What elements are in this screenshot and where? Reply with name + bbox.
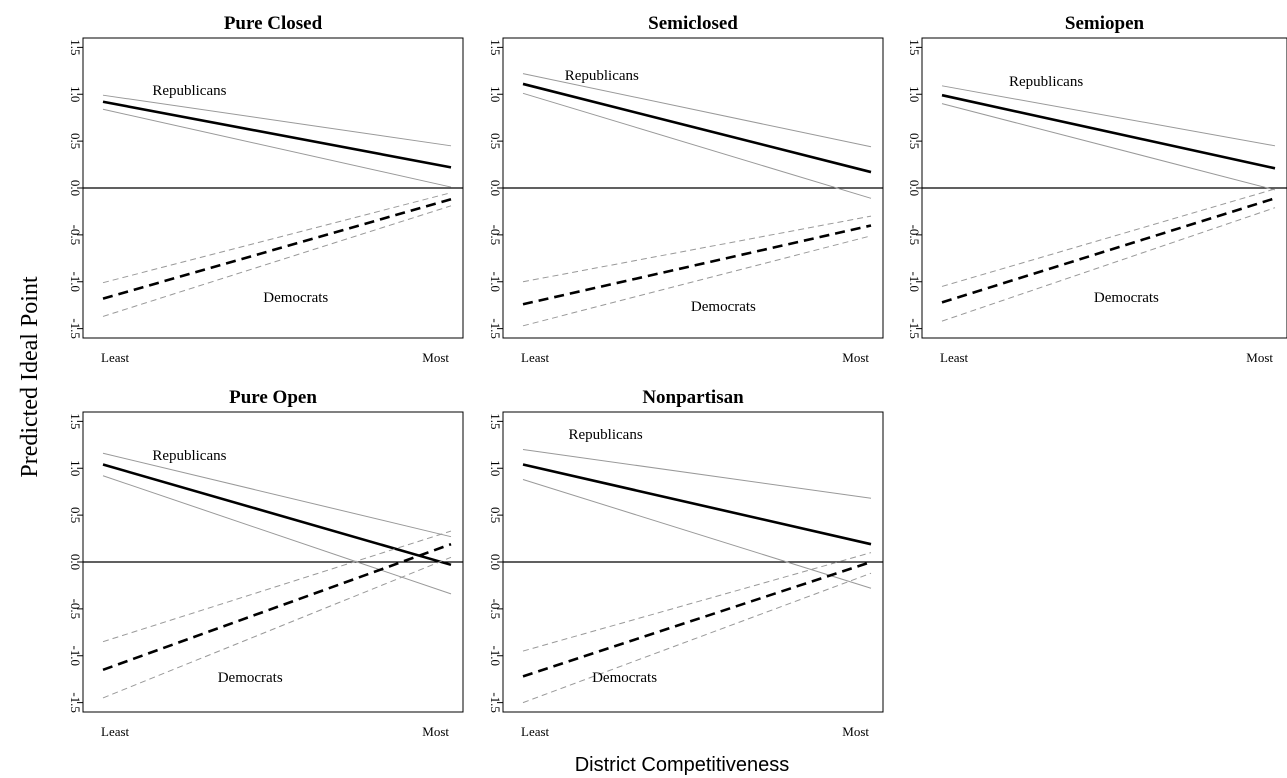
ci-upper-line-republicans [102,452,452,538]
y-tick-label: 1.5 [68,413,83,429]
ci-upper-line-democrats [102,530,452,643]
ci-lower-line-democrats [522,572,872,704]
panel-title: Nonpartisan [642,387,744,408]
y-tick-label: 0.0 [68,180,83,196]
y-tick-label: 1.0 [907,86,922,102]
y-tick-label: -0.5 [488,599,503,620]
ci-upper-line-democrats [522,215,872,283]
series-label-republicans: Republicans [1009,74,1083,90]
x-tick-label: Most [842,350,869,365]
estimate-line-republicans [102,463,452,567]
y-tick-label: 0.5 [488,507,503,523]
series-label-democrats: Democrats [263,290,328,306]
panel-title: Pure Open [229,387,317,408]
panel-nonpartisan: Nonpartisan -1.5 -1.0 -0.5 0.0 0.5 1.0 1.5 Least… [488,387,884,739]
ci-lower-line-democrats [102,205,452,317]
ci-upper-line-republicans [522,449,872,499]
y-tick-label: -0.5 [488,225,503,246]
estimate-line-democrats [102,542,452,672]
estimate-line-democrats [522,224,872,306]
series-label-republicans: Republicans [152,83,226,99]
y-tick-label: -1.5 [488,692,503,713]
ci-upper-line-democrats [522,552,872,652]
y-tick-label: 1.5 [68,39,83,55]
y-tick-label: 1.5 [907,39,922,55]
ci-lower-line-democrats [941,207,1276,322]
y-tick-label: 1.0 [68,86,83,102]
series-label-democrats: Democrats [592,670,657,686]
y-tick-label: -1.0 [488,271,503,292]
ci-lower-line-republicans [102,108,452,188]
y-tick-label: 0.5 [488,133,503,149]
x-tick-label: Least [101,724,130,739]
x-tick-label: Most [422,350,449,365]
y-tick-label: 0.0 [488,554,503,570]
ci-upper-line-republicans [522,73,872,148]
series-label-democrats: Democrats [1094,290,1159,306]
y-tick-label: 0.0 [907,180,922,196]
x-tick-label: Most [842,724,869,739]
ci-upper-line-republicans [941,85,1276,147]
y-tick-label: -1.0 [907,271,922,292]
ci-lower-line-republicans [102,475,452,595]
y-tick-label: -1.5 [68,318,83,339]
x-tick-label: Most [1246,350,1273,365]
panels: Pure Closed -1.5 -1.0 -0.5 0.0 0.5 1.0 1.5 Least… [68,13,1287,739]
estimate-line-republicans [941,93,1276,170]
y-tick-label: -1.5 [488,318,503,339]
estimate-line-democrats [102,197,452,300]
panel-title: Semiclosed [648,13,738,34]
series-label-democrats: Democrats [218,670,283,686]
x-tick-label: Most [422,724,449,739]
x-axis-label: District Competitiveness [575,754,790,776]
x-tick-label: Least [521,724,550,739]
y-tick-label: -1.5 [907,318,922,339]
panel-title: Semiopen [1065,13,1145,34]
y-tick-label: 0.0 [488,180,503,196]
panel-title: Pure Closed [224,13,323,34]
x-tick-label: Least [940,350,969,365]
series-label-republicans: Republicans [152,448,226,464]
y-tick-label: 1.5 [488,413,503,429]
ci-upper-line-republicans [102,94,452,147]
x-tick-label: Least [521,350,550,365]
y-tick-label: 0.5 [907,133,922,149]
y-tick-label: 1.0 [488,86,503,102]
y-tick-label: 0.5 [68,133,83,149]
y-tick-label: -1.0 [68,645,83,666]
series-label-republicans: Republicans [565,68,639,84]
ci-lower-line-republicans [522,479,872,589]
estimate-line-republicans [102,100,452,169]
estimate-line-democrats [941,197,1276,304]
ci-lower-line-democrats [102,556,452,699]
estimate-line-democrats [522,560,872,678]
y-tick-label: 1.0 [68,460,83,476]
estimate-line-republicans [522,82,872,174]
y-tick-label: 0.0 [68,554,83,570]
panel-pure-open: Pure Open -1.5 -1.0 -0.5 0.0 0.5 1.0 1.5 Least Mo… [68,387,464,739]
y-tick-label: -1.0 [68,271,83,292]
y-tick-label: -1.0 [488,645,503,666]
y-axis-label: Predicted Ideal Point [17,276,43,478]
panel-semiopen: Semiopen -1.5 -1.0 -0.5 0.0 0.5 1.0 1.5 Least Mos… [907,13,1287,365]
ci-upper-line-democrats [102,192,452,284]
y-tick-label: -0.5 [907,225,922,246]
y-tick-label: -1.5 [68,692,83,713]
y-tick-label: 1.0 [488,460,503,476]
y-tick-label: -0.5 [68,599,83,620]
x-tick-label: Least [101,350,130,365]
series-label-democrats: Democrats [691,299,756,315]
y-tick-label: 1.5 [488,39,503,55]
ci-upper-line-democrats [941,188,1276,287]
panel-pure-closed: Pure Closed -1.5 -1.0 -0.5 0.0 0.5 1.0 1.5 Least… [68,13,464,365]
ci-lower-line-republicans [941,103,1276,191]
panel-semiclosed: Semiclosed -1.5 -1.0 -0.5 0.0 0.5 1.0 1.5 Least M… [488,13,884,365]
estimate-line-republicans [522,463,872,546]
y-tick-label: 0.5 [68,507,83,523]
y-tick-label: -0.5 [68,225,83,246]
ci-lower-line-republicans [522,92,872,199]
series-label-republicans: Republicans [569,427,643,443]
